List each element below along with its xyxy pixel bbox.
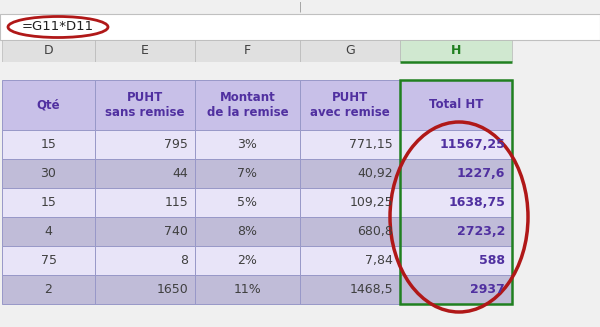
Bar (400, 159, 512, 188)
Text: Total HT: Total HT (429, 98, 483, 112)
Text: 5%: 5% (238, 196, 257, 209)
Bar (95, 159, 195, 188)
Bar (0, 62, 600, 80)
Bar (2, 130, 95, 159)
Text: 4: 4 (44, 225, 52, 238)
Bar (95, 217, 195, 246)
Bar (400, 217, 512, 246)
Bar (2, 159, 95, 188)
Bar (2, 246, 95, 275)
Bar (300, 159, 400, 188)
Text: PUHT
sans remise: PUHT sans remise (105, 91, 185, 119)
Text: =G11*D11: =G11*D11 (22, 21, 94, 33)
Bar (195, 159, 300, 188)
Bar (95, 246, 195, 275)
Bar (300, 188, 400, 217)
Bar (400, 246, 512, 275)
Bar (95, 130, 195, 159)
Bar (195, 275, 300, 304)
Text: 15: 15 (41, 138, 56, 151)
Text: PUHT
avec remise: PUHT avec remise (310, 91, 390, 119)
Text: Qté: Qté (37, 98, 61, 112)
Text: 11%: 11% (233, 283, 262, 296)
Bar (195, 246, 300, 275)
Bar (2, 40, 95, 62)
Bar (400, 188, 512, 217)
Bar (0, 0, 600, 14)
Bar (195, 40, 300, 62)
Text: 15: 15 (41, 196, 56, 209)
Bar (2, 80, 95, 130)
Text: 40,92: 40,92 (358, 167, 393, 180)
Bar (400, 80, 512, 304)
Bar (400, 80, 512, 130)
Text: G: G (345, 44, 355, 58)
Bar (400, 40, 512, 62)
Text: 3%: 3% (238, 138, 257, 151)
Bar (300, 40, 400, 62)
Text: 30: 30 (41, 167, 56, 180)
Text: E: E (141, 44, 149, 58)
Text: Montant
de la remise: Montant de la remise (206, 91, 289, 119)
Bar (195, 130, 300, 159)
Text: H: H (451, 44, 461, 58)
Text: 1227,6: 1227,6 (457, 167, 505, 180)
Text: 8: 8 (180, 254, 188, 267)
Bar (195, 217, 300, 246)
Text: 588: 588 (479, 254, 505, 267)
Text: 2%: 2% (238, 254, 257, 267)
Text: 2937: 2937 (470, 283, 505, 296)
Text: 740: 740 (164, 225, 188, 238)
Bar (95, 80, 195, 130)
Bar (195, 80, 300, 130)
Bar (400, 130, 512, 159)
Text: |: | (298, 2, 302, 12)
Text: 115: 115 (164, 196, 188, 209)
Text: 680,8: 680,8 (357, 225, 393, 238)
Text: D: D (44, 44, 53, 58)
Bar (2, 275, 95, 304)
Text: 2: 2 (44, 283, 52, 296)
Bar (300, 275, 400, 304)
Text: 109,25: 109,25 (349, 196, 393, 209)
Bar (95, 275, 195, 304)
Text: 771,15: 771,15 (349, 138, 393, 151)
Text: 2723,2: 2723,2 (457, 225, 505, 238)
Text: 7%: 7% (238, 167, 257, 180)
Bar (300, 246, 400, 275)
Bar (300, 130, 400, 159)
Text: F: F (244, 44, 251, 58)
Text: 8%: 8% (238, 225, 257, 238)
Bar (300, 80, 400, 130)
Bar (195, 188, 300, 217)
Text: 75: 75 (41, 254, 56, 267)
Bar (95, 40, 195, 62)
Bar (0, 14, 600, 40)
Bar (2, 188, 95, 217)
Bar (300, 217, 400, 246)
Text: 1468,5: 1468,5 (349, 283, 393, 296)
Bar (2, 217, 95, 246)
Text: 1638,75: 1638,75 (448, 196, 505, 209)
Text: 11567,25: 11567,25 (439, 138, 505, 151)
Bar (95, 188, 195, 217)
Text: 795: 795 (164, 138, 188, 151)
Text: 44: 44 (172, 167, 188, 180)
Text: 7,84: 7,84 (365, 254, 393, 267)
Text: 1650: 1650 (156, 283, 188, 296)
Bar (400, 275, 512, 304)
